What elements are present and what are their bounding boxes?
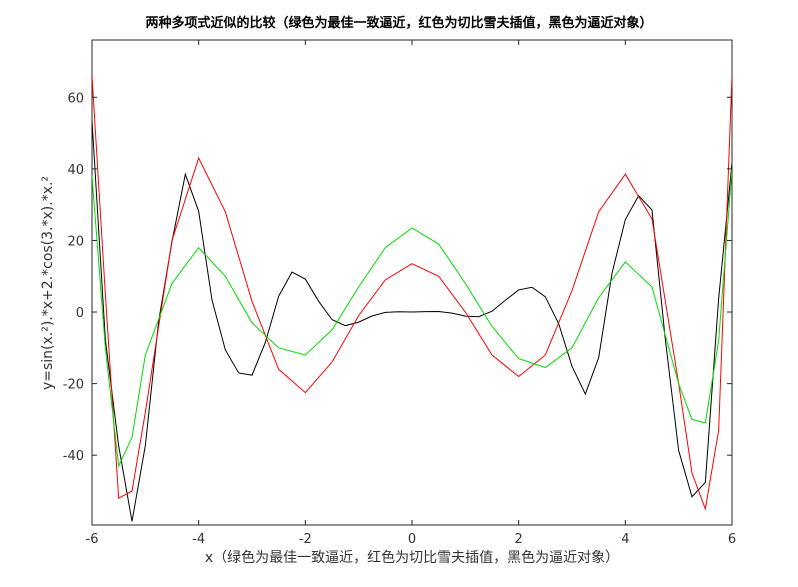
plot-area <box>91 39 733 526</box>
y-tick-label: 20 <box>67 234 84 249</box>
x-tick-label: 4 <box>621 532 629 547</box>
lines <box>92 75 732 522</box>
chart-title: 两种多项式近似的比较（绿色为最佳一致逼近，红色为切比雪夫插值，黑色为逼近对象） <box>145 15 652 31</box>
x-axis-label: x（绿色为最佳一致逼近，红色为切比雪夫插值，黑色为逼近对象） <box>205 549 619 566</box>
y-tick-label: 60 <box>67 91 84 106</box>
x-tick-label: -2 <box>299 532 312 547</box>
x-tick-label: -4 <box>192 532 205 547</box>
y-tick-label: -40 <box>63 449 84 464</box>
y-tick-label: 40 <box>67 163 84 178</box>
y-tick-label: 0 <box>76 306 84 321</box>
series-line <box>92 75 732 511</box>
x-tick-label: -6 <box>86 532 99 547</box>
series-line <box>92 168 732 468</box>
x-tick-label: 6 <box>728 532 736 547</box>
series-line <box>92 120 732 522</box>
y-axis-label: y=sin(x.²).*x+2.*cos(3.*x).*x.² <box>40 176 56 390</box>
x-tick-label: 2 <box>515 532 523 547</box>
x-tick-label: 0 <box>408 532 416 547</box>
y-tick-label: -20 <box>63 378 84 393</box>
